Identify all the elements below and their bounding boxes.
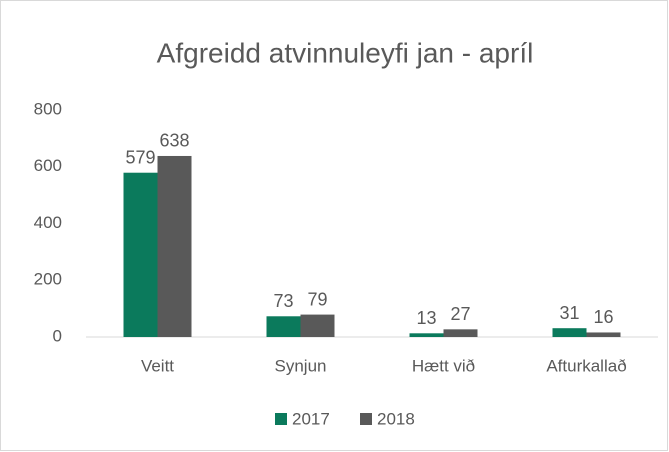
y-tick-label: 600 [34,156,62,175]
y-tick-label: 400 [34,213,62,232]
bar [157,155,192,337]
value-label: 79 [307,289,327,309]
value-label: 31 [559,303,579,323]
bar [266,316,301,337]
legend-label: 2018 [377,409,415,428]
legend-swatch [275,413,287,425]
y-tick-label: 200 [34,270,62,289]
x-tick-label: Veitt [141,356,174,375]
x-tick-label: Hætt við [412,356,475,375]
y-tick-label: 800 [34,99,62,118]
x-tick-label: Afturkallað [546,356,626,375]
x-tick-label: Synjun [275,356,327,375]
value-label: 16 [593,307,613,327]
legend-label: 2017 [292,409,330,428]
bar [552,328,587,337]
bar [409,333,444,337]
bar [443,329,478,337]
value-label: 638 [159,131,189,151]
bar [586,332,621,337]
bar [123,172,158,337]
bar [300,314,335,337]
value-label: 13 [416,308,436,328]
value-label: 73 [273,291,293,311]
value-label: 579 [125,147,155,167]
value-label: 27 [450,304,470,324]
chart-title: Afgreidd atvinnuleyfi jan - apríl [157,37,534,68]
legend-swatch [360,413,372,425]
y-tick-label: 0 [53,326,62,345]
